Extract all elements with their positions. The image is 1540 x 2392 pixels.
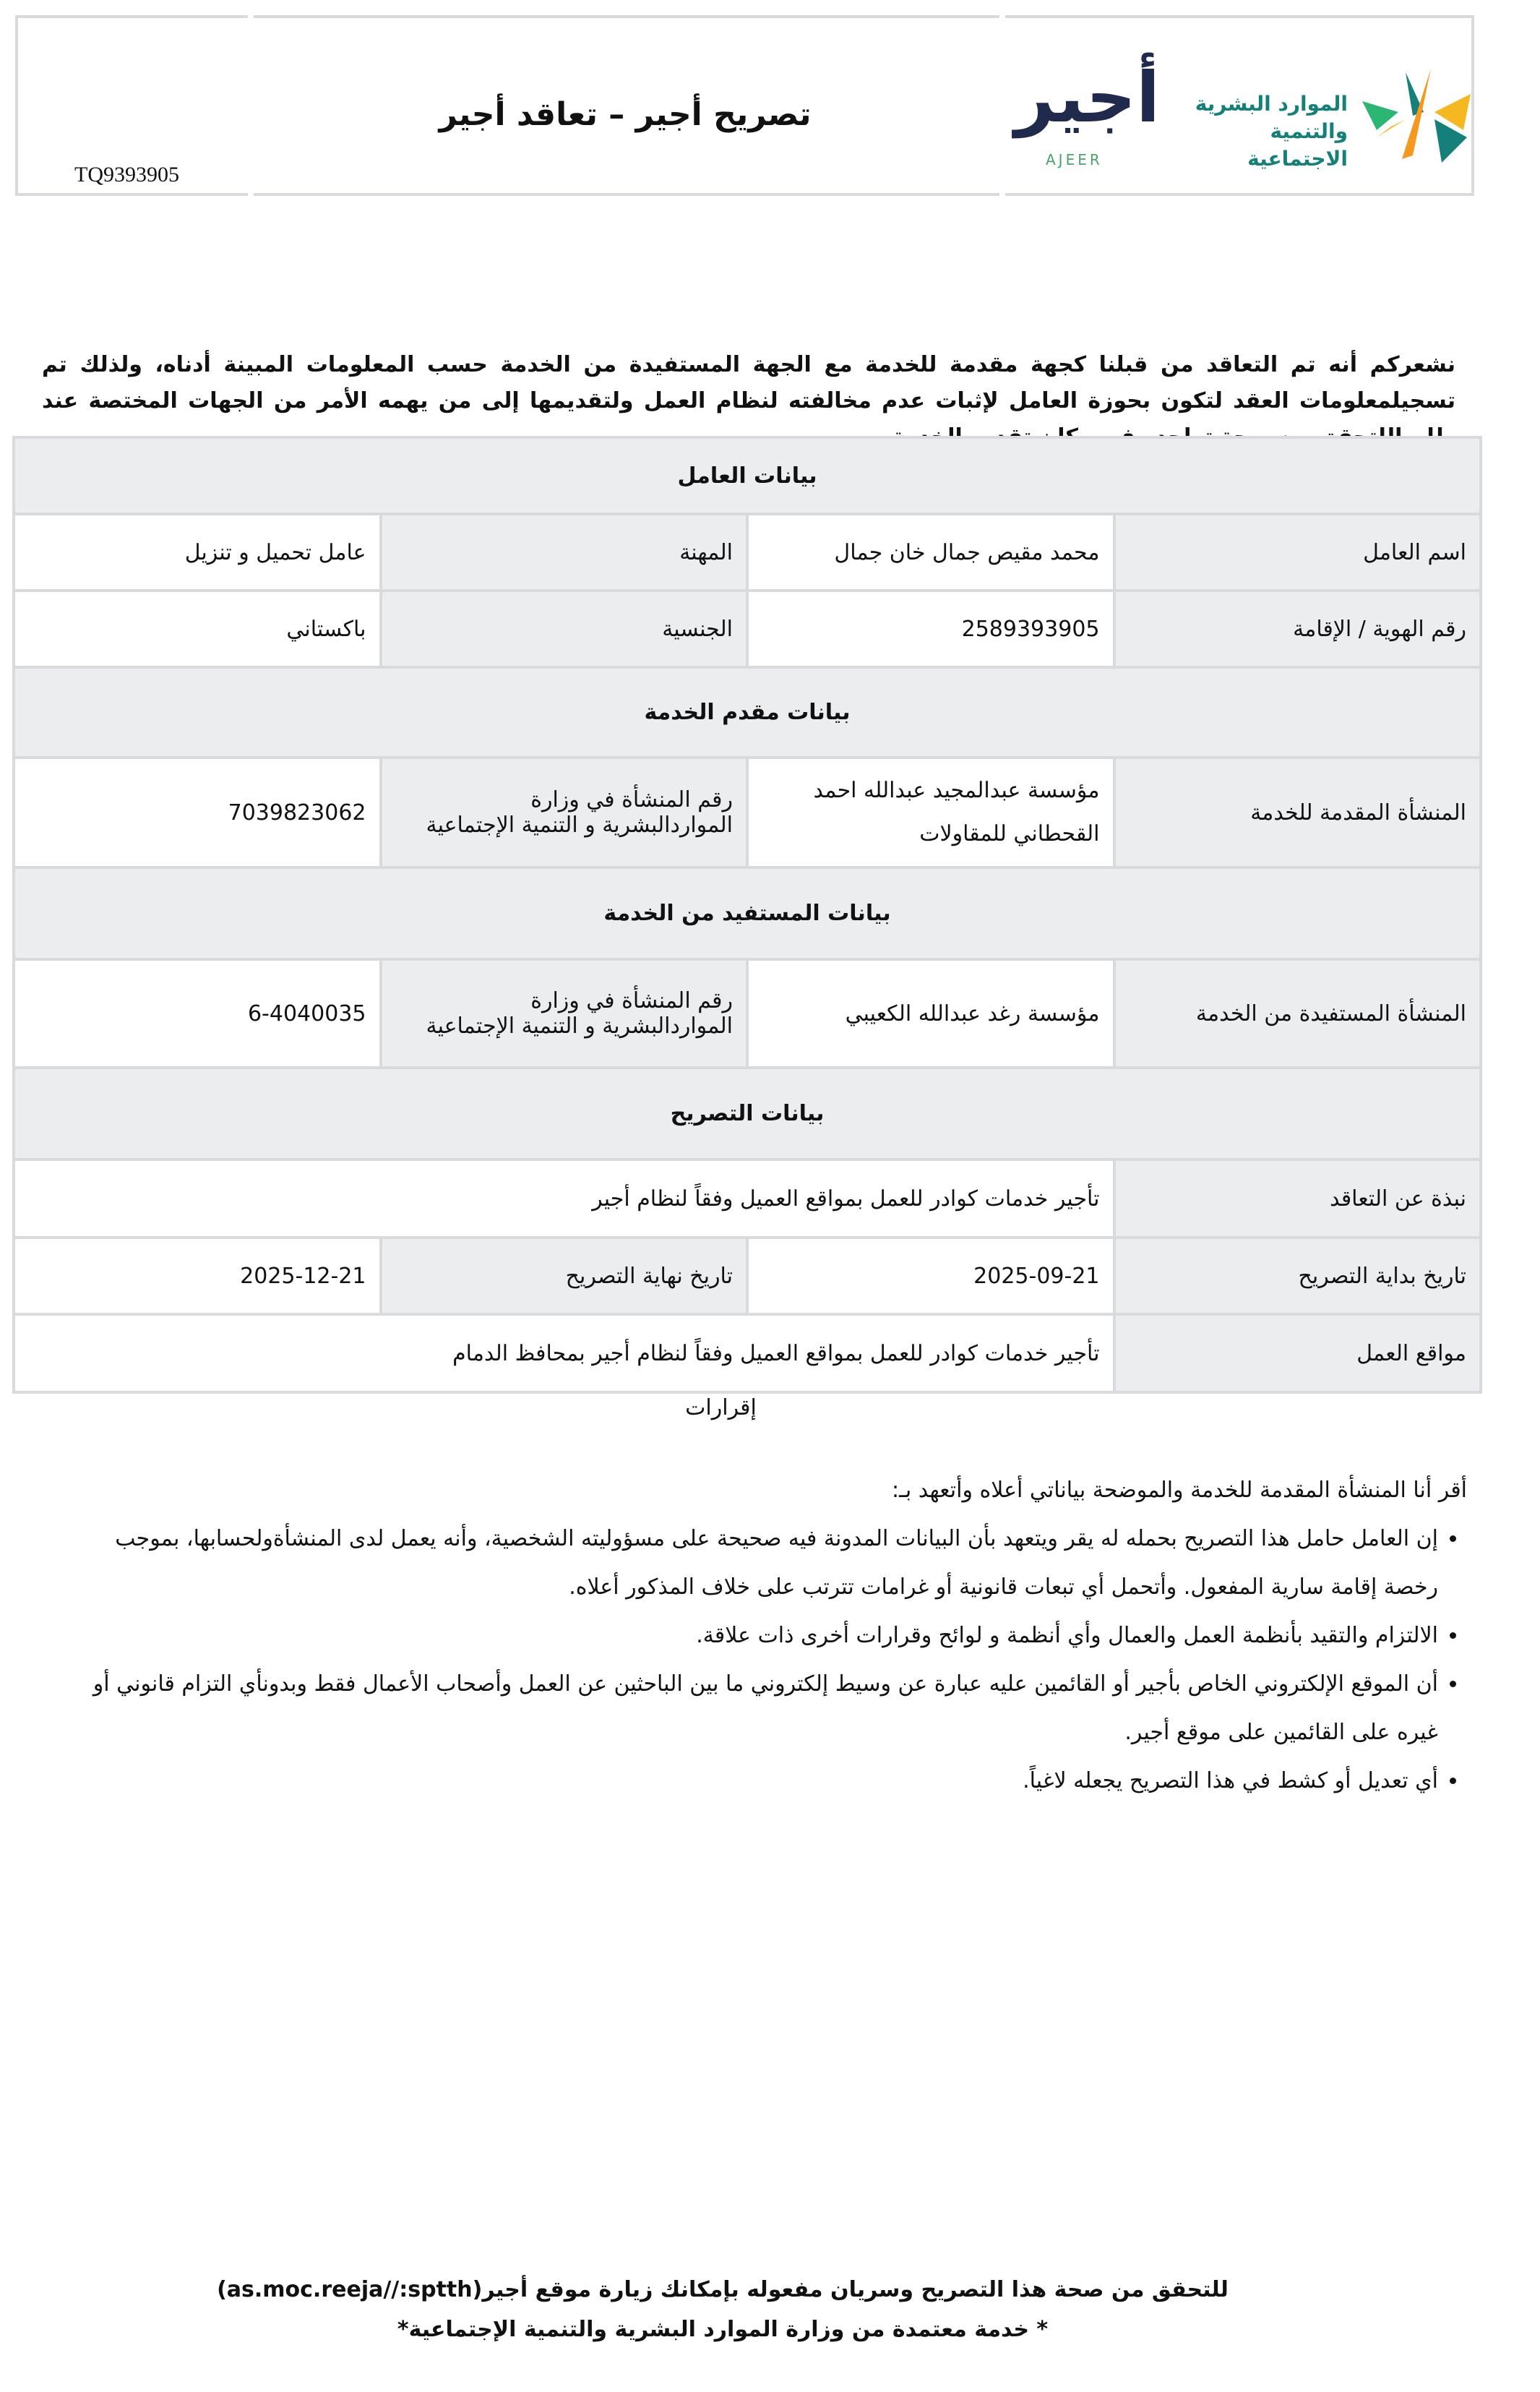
provider-org-value: مؤسسة عبدالمجيد عبدالله احمد القحطاني لل… [746,756,1116,869]
ministry-logo-text: الموارد البشرية والتنمية الاجتماعية [1174,90,1348,173]
locations-value: تأجير خدمات كوادر للعمل بمواقع العميل وف… [12,1313,1116,1394]
occupation-label: المهنة [379,513,749,592]
section-permit: بيانات التصريح [12,1066,1482,1161]
declaration-item: الالتزام والتقيد بأنظمة العمل والعمال وأ… [72,1611,1438,1660]
id-value: 2589393905 [746,589,1116,669]
ajeer-logo-text: أجير [1015,57,1160,138]
start-date-label: تاريخ بداية التصريح [1112,1236,1482,1316]
nationality-value: باكستاني [12,589,382,669]
declarations-list: إن العامل حامل هذا التصريح بحمله له يقر … [72,1514,1467,1805]
declaration-item: أي تعديل أو كشط في هذا التصريح يجعله لاغ… [72,1757,1438,1805]
header-divider [999,15,1005,196]
start-date-value: 2025-09-21 [746,1236,1116,1316]
permit-table: بيانات العامل اسم العامل محمد مقيص جمال … [12,436,1482,1394]
section-worker: بيانات العامل [12,436,1482,515]
ministry-star-icon [1362,69,1471,163]
declaration-item: إن العامل حامل هذا التصريح بحمله له يقر … [72,1514,1438,1611]
beneficiary-number-label: رقم المنشأة في وزارة المواردالبشرية و ال… [379,958,749,1069]
ajeer-logo-latin: AJEER [1046,151,1103,168]
occupation-value: عامل تحميل و تنزيل [12,513,382,592]
provider-number-value: 7039823062 [12,756,382,869]
beneficiary-org-value: مؤسسة رغد عبدالله الكعيبي [746,958,1116,1069]
header-divider [248,15,254,196]
locations-label: مواقع العمل [1112,1313,1482,1394]
document-id: TQ9393905 [74,163,179,187]
page-title: تصريح أجير – تعاقد أجير [439,96,812,133]
ajeer-logo: أجير AJEER [1015,63,1160,171]
verification-note: للتحقق من صحة هذا التصريح وسريان مفعوله … [217,2277,1229,2302]
ministry-logo-line1: الموارد البشرية [1195,92,1348,116]
provider-number-label: رقم المنشأة في وزارة المواردالبشرية و ال… [379,756,749,869]
section-beneficiary: بيانات المستفيد من الخدمة [12,866,1482,961]
declarations-title: إقرارات [685,1395,757,1420]
summary-value: تأجير خدمات كوادر للعمل بمواقع العميل وف… [12,1158,1116,1239]
end-date-value: 2025-12-21 [12,1236,382,1316]
end-date-label: تاريخ نهاية التصريح [379,1236,749,1316]
section-provider: بيانات مقدم الخدمة [12,666,1482,759]
declaration-item: أن الموقع الإلكتروني الخاص بأجير أو القا… [72,1660,1438,1757]
beneficiary-org-label: المنشأة المستفيدة من الخدمة [1112,958,1482,1069]
provider-org-label: المنشأة المقدمة للخدمة [1112,756,1482,869]
approval-note: * خدمة معتمدة من وزارة الموارد البشرية و… [397,2317,1049,2342]
declarations-lead: أقر أنا المنشأة المقدمة للخدمة والموضحة … [891,1478,1467,1503]
nationality-label: الجنسية [379,589,749,669]
document-header: TQ9393905 تصريح أجير – تعاقد أجير أجير A… [15,15,1474,196]
declarations: أقر أنا المنشأة المقدمة للخدمة والموضحة … [72,1466,1467,1805]
id-label: رقم الهوية / الإقامة [1112,589,1482,669]
ministry-logo-line2: والتنمية الاجتماعية [1247,119,1348,171]
worker-name-value: محمد مقيص جمال خان جمال [746,513,1116,592]
worker-name-label: اسم العامل [1112,513,1482,592]
summary-label: نبذة عن التعاقد [1112,1158,1482,1239]
beneficiary-number-value: 6-4040035 [12,958,382,1069]
ministry-logo: الموارد البشرية والتنمية الاجتماعية [1174,69,1471,173]
